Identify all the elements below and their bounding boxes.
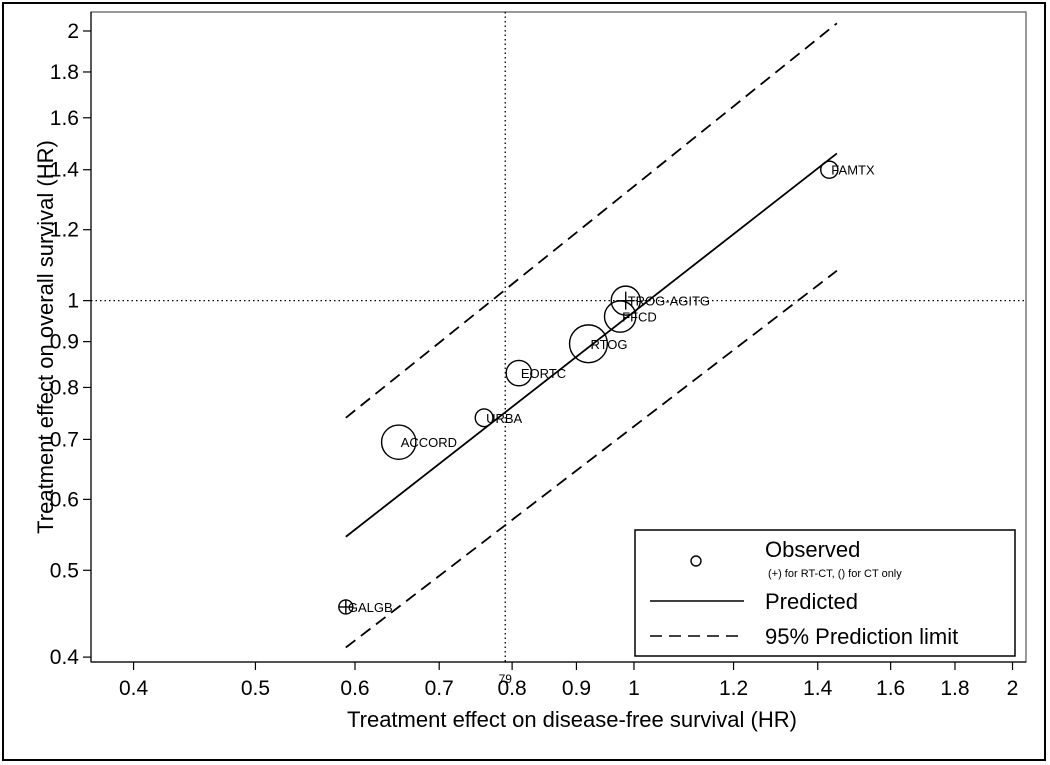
data-point-urba: URBA	[474, 408, 523, 428]
x-tick-label: 0.4	[119, 677, 149, 700]
reference-lines: 79	[91, 12, 1026, 686]
data-point-famtx: FAMTX	[820, 160, 875, 180]
prediction-limits	[345, 22, 838, 649]
data-point-marker	[474, 408, 494, 428]
y-tick-label: 1.4	[50, 159, 80, 182]
data-point-label: GALGB	[348, 600, 393, 615]
x-tick-label: 1.8	[940, 677, 969, 700]
legend-predicted-label: Predicted	[765, 589, 858, 614]
x-tick-label: 1.6	[876, 677, 905, 700]
reference-line-label: 79	[499, 672, 513, 686]
x-tick-label: 0.7	[425, 677, 454, 700]
data-point-label: FAMTX	[831, 163, 875, 178]
data-point-label: ACCORD	[401, 435, 457, 450]
y-tick-label: 0.8	[50, 376, 79, 399]
data-point-marker	[380, 424, 417, 461]
data-point-label: URBA	[486, 411, 522, 426]
legend-limit-label: 95% Prediction limit	[765, 624, 958, 649]
predicted-line	[345, 152, 838, 538]
y-tick-label: 1.6	[50, 107, 79, 130]
data-point-rtog: RTOG	[568, 324, 628, 364]
x-axis-title: Treatment effect on disease-free surviva…	[347, 707, 797, 732]
legend-observed-label: Observed	[765, 537, 860, 562]
y-axis: 0.4 0.5 0.6 0.7 0.8 0.9 1 1.2 1.4 1.6 1.8 2	[50, 12, 92, 669]
data-point-marker	[505, 359, 533, 387]
y-tick-label: 1	[67, 290, 79, 313]
x-tick-label: 1.2	[719, 677, 748, 700]
y-tick-label: 0.7	[50, 428, 79, 451]
legend-observed-marker	[690, 555, 702, 567]
data-point-label: EORTC	[521, 366, 566, 381]
x-tick-label: 1	[628, 677, 640, 700]
y-tick-label: 1.8	[50, 61, 79, 84]
x-tick-label: 0.5	[241, 677, 270, 700]
data-point-marker	[610, 285, 641, 316]
x-axis: 0.4 0.5 0.6 0.7 0.8 0.9 1 1.2 1.4 1.6 1.8 2	[91, 661, 1026, 700]
data-point-eortc: EORTC	[505, 359, 566, 387]
x-tick-label: 1.4	[803, 677, 833, 700]
data-point-label: FFCD	[622, 310, 657, 325]
data-point-label: RTOG	[590, 337, 627, 352]
y-axis-title: Treatment effect on overall survival (HR…	[33, 140, 58, 534]
x-tick-label: 0.8	[498, 677, 527, 700]
data-point-label: TROG-AGITG	[628, 294, 710, 309]
data-point-trog-agitg: TROG-AGITG	[610, 285, 710, 316]
x-tick-label: 0.6	[340, 677, 369, 700]
prediction-limit-upper	[345, 22, 838, 419]
x-tick-label: 2	[1007, 677, 1019, 700]
data-point-accord: ACCORD	[380, 424, 457, 461]
predicted-line-group	[345, 152, 838, 538]
y-tick-label: 2	[67, 20, 79, 43]
data-point-marker	[568, 324, 609, 364]
y-tick-label: 0.4	[50, 646, 80, 669]
data-point-galgb: GALGB	[338, 599, 393, 615]
y-tick-label: 1.2	[50, 219, 79, 242]
y-tick-label: 0.9	[50, 331, 79, 354]
data-point-marker	[820, 160, 839, 180]
prediction-limit-lower	[345, 269, 838, 649]
x-tick-label: 0.9	[562, 677, 591, 700]
y-tick-label: 0.5	[50, 559, 79, 582]
legend-observed-note: (+) for RT-CT, () for CT only	[768, 568, 902, 580]
legend: Observed (+) for RT-CT, () for CT only P…	[634, 529, 1016, 657]
legend-box	[634, 529, 1016, 657]
y-tick-label: 0.6	[50, 488, 79, 511]
scatter-chart: 79 GALGB ACCORD URBA EORTC RTOG FFCDTROG-AGIT…	[33, 11, 1027, 732]
